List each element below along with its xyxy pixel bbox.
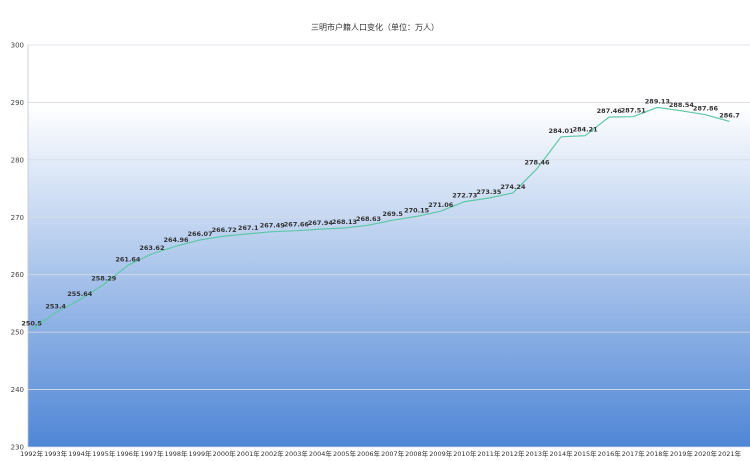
data-label: 274.24 bbox=[500, 183, 526, 191]
y-tick-label: 300 bbox=[11, 42, 24, 50]
x-tick-label: 2020年 bbox=[694, 449, 718, 458]
x-tick-label: 2002年 bbox=[261, 449, 285, 458]
data-label: 266.07 bbox=[188, 230, 213, 238]
y-tick-label: 260 bbox=[11, 271, 24, 279]
x-tick-label: 2007年 bbox=[381, 449, 405, 458]
y-tick-label: 230 bbox=[11, 444, 24, 452]
y-tick-label: 270 bbox=[11, 214, 24, 222]
data-label: 263.62 bbox=[139, 244, 164, 252]
data-label: 268.63 bbox=[356, 215, 381, 223]
grid-lines bbox=[27, 44, 750, 448]
y-axis: 230 240 250 260 270 280 290 300 bbox=[11, 42, 24, 452]
data-label: 250.5 bbox=[21, 319, 42, 327]
x-tick-label: 2004年 bbox=[309, 449, 333, 458]
x-tick-label: 2009年 bbox=[429, 449, 453, 458]
data-label: 270.15 bbox=[404, 206, 430, 214]
data-label: 271.06 bbox=[428, 201, 454, 209]
x-tick-label: 2005年 bbox=[333, 449, 357, 458]
x-tick-label: 1992年 bbox=[20, 449, 44, 458]
x-tick-label: 2021年 bbox=[718, 449, 742, 458]
x-tick-label: 1998年 bbox=[164, 449, 188, 458]
x-tick-label: 2006年 bbox=[357, 449, 381, 458]
data-label: 268.13 bbox=[332, 218, 357, 226]
data-label: 278.46 bbox=[524, 159, 550, 167]
data-label: 266.72 bbox=[212, 226, 237, 234]
x-tick-label: 2015年 bbox=[574, 449, 598, 458]
x-tick-label: 1997年 bbox=[140, 449, 164, 458]
y-tick-label: 240 bbox=[11, 386, 24, 394]
data-label: 288.54 bbox=[669, 101, 695, 109]
x-tick-label: 1993年 bbox=[44, 449, 68, 458]
x-tick-label: 2010年 bbox=[453, 449, 477, 458]
data-label: 272.73 bbox=[452, 192, 477, 200]
x-tick-label: 2003年 bbox=[285, 449, 309, 458]
series-line bbox=[31, 106, 730, 330]
x-tick-label: 2016年 bbox=[598, 449, 622, 458]
y-tick-label: 250 bbox=[11, 329, 24, 337]
data-label: 286.7 bbox=[719, 111, 740, 119]
data-label: 287.51 bbox=[621, 107, 647, 115]
x-tick-label: 2000年 bbox=[213, 449, 237, 458]
x-tick-label: 2014年 bbox=[550, 449, 574, 458]
data-label: 284.21 bbox=[573, 126, 599, 134]
data-label: 255.64 bbox=[67, 290, 93, 298]
data-label: 284.01 bbox=[549, 127, 575, 135]
x-tick-label: 2001年 bbox=[237, 449, 261, 458]
x-axis: 1992年 1993年 1994年 1995年 1996年 1997年 1998年 1999年… bbox=[20, 449, 741, 458]
data-label: 267.49 bbox=[260, 222, 286, 230]
x-tick-label: 1996年 bbox=[116, 449, 140, 458]
data-label: 264.96 bbox=[163, 236, 189, 244]
chart-title: 三明市户籍人口变化（单位：万人） bbox=[311, 23, 439, 32]
x-tick-label: 2017年 bbox=[622, 449, 646, 458]
y-tick-label: 290 bbox=[11, 99, 24, 107]
plot-area bbox=[28, 45, 750, 447]
y-tick-label: 280 bbox=[11, 156, 24, 164]
x-tick-label: 1994年 bbox=[68, 449, 92, 458]
data-label: 267.66 bbox=[284, 221, 310, 229]
x-tick-label: 2019年 bbox=[670, 449, 694, 458]
data-label: 267.94 bbox=[308, 219, 334, 227]
x-tick-label: 2008年 bbox=[405, 449, 429, 458]
data-label: 287.86 bbox=[693, 105, 719, 113]
data-label: 261.64 bbox=[115, 255, 141, 263]
x-tick-label: 1999年 bbox=[189, 449, 213, 458]
x-tick-label: 2013年 bbox=[525, 449, 549, 458]
data-label: 267.1 bbox=[238, 224, 259, 232]
data-label: 269.5 bbox=[382, 210, 403, 218]
data-label: 289.13 bbox=[645, 97, 670, 105]
x-tick-label: 1995年 bbox=[92, 449, 116, 458]
x-tick-label: 2011年 bbox=[477, 449, 501, 458]
x-tick-label: 2012年 bbox=[501, 449, 525, 458]
data-label: 273.35 bbox=[476, 188, 502, 196]
data-label: 253.4 bbox=[45, 303, 66, 311]
data-label: 258.29 bbox=[91, 275, 117, 283]
data-label: 287.46 bbox=[597, 107, 623, 115]
series-line-path bbox=[31, 106, 730, 330]
x-tick-label: 2018年 bbox=[646, 449, 670, 458]
